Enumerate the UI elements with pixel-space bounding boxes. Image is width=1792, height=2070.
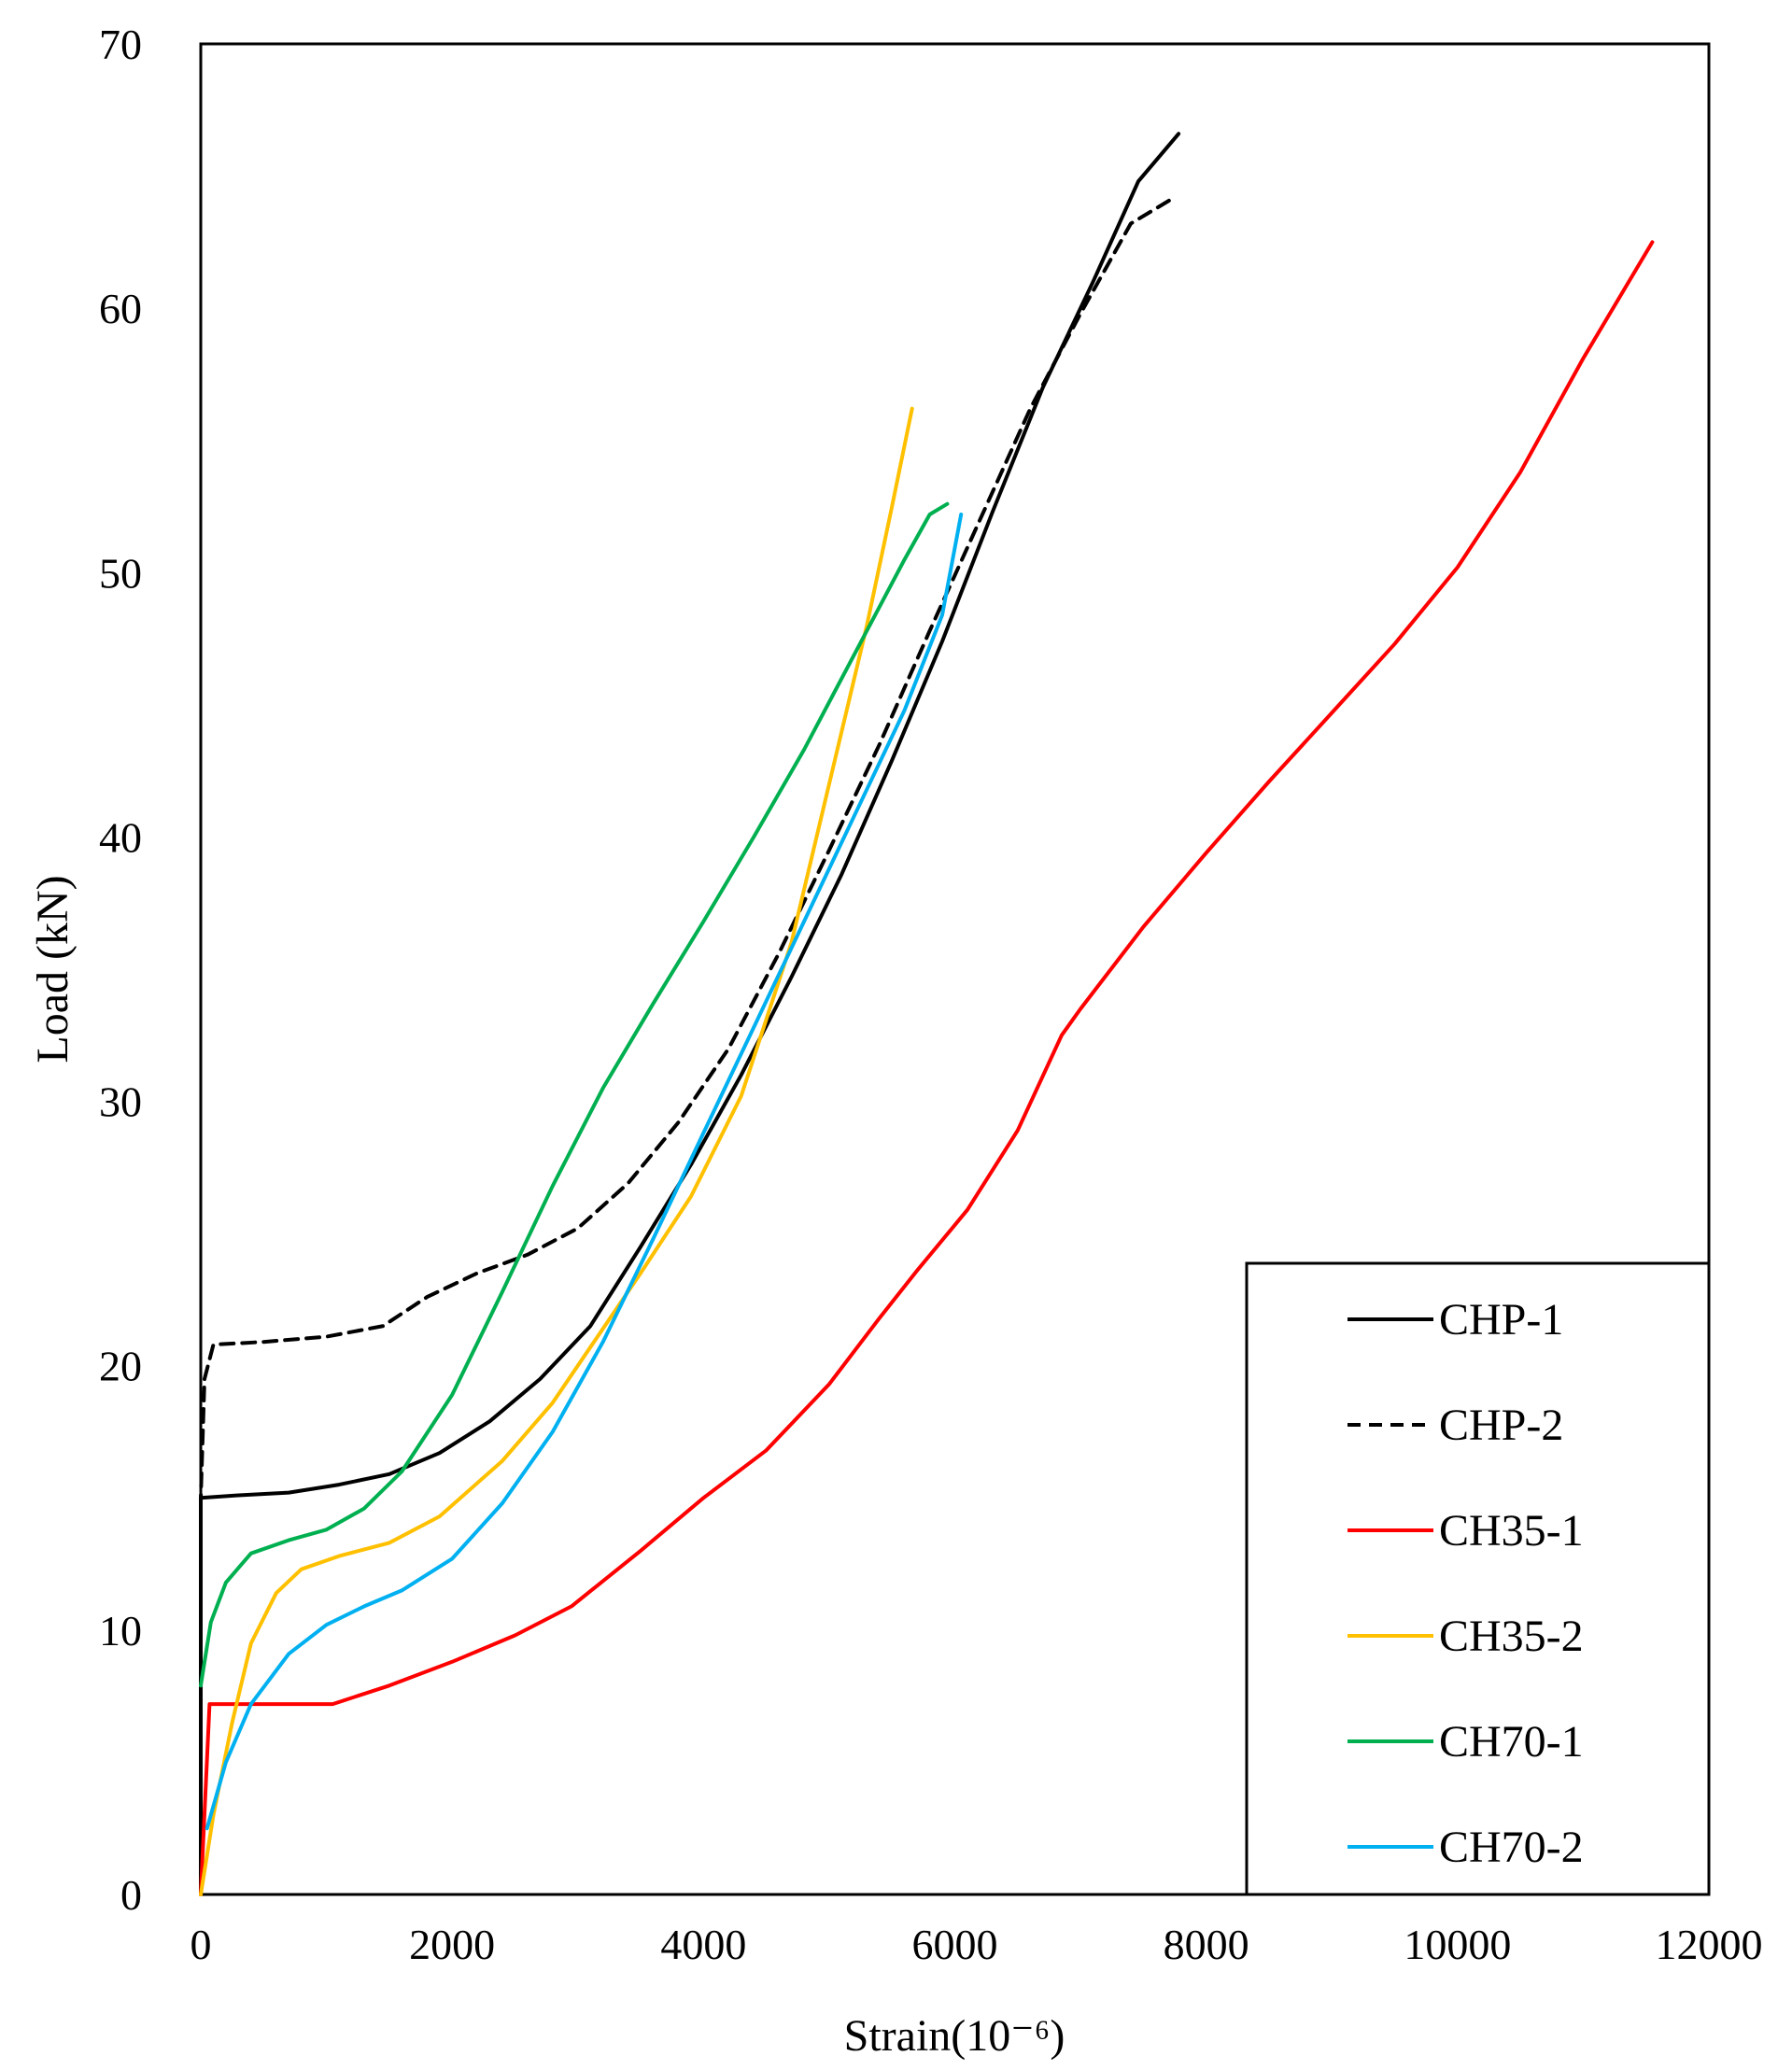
series-line-ch70-2: [205, 513, 964, 1831]
series-layer: [199, 132, 1655, 1896]
x-tick-label: 12000: [1656, 1921, 1763, 1968]
legend: CHP-1 CHP-2 CH35-1 CH35-2 CH70-1 CH70-2: [1245, 1261, 1711, 1896]
legend-box: [1245, 1261, 1711, 1896]
legend-label-ch35-2: CH35-2: [1439, 1612, 1584, 1661]
y-tick-label: 70: [99, 21, 142, 68]
series-line-chp-2: [199, 195, 1177, 1896]
series-line-chp-1: [199, 132, 1181, 1896]
x-axis-title: Strain(10⁻⁶): [844, 2011, 1065, 2061]
x-tick-label: 8000: [1164, 1921, 1249, 1968]
x-tick-label: 10000: [1404, 1921, 1511, 1968]
series-line-ch70-1: [199, 501, 950, 1688]
y-tick-label: 60: [99, 285, 142, 332]
y-axis-ticks: 0 10 20 30 40 50 60 70: [99, 21, 142, 1919]
y-tick-label: 40: [99, 813, 142, 861]
y-tick-label: 0: [120, 1871, 142, 1919]
x-axis-ticks: 0 2000 4000 6000 8000 10000 12000: [190, 1921, 1763, 1968]
series-line-ch35-2: [199, 406, 914, 1896]
y-tick-label: 20: [99, 1343, 142, 1390]
x-tick-label: 0: [190, 1921, 212, 1968]
y-tick-label: 30: [99, 1078, 142, 1126]
legend-label-ch70-1: CH70-1: [1439, 1717, 1584, 1767]
y-tick-label: 10: [99, 1607, 142, 1655]
x-tick-label: 4000: [660, 1921, 746, 1968]
plot-area-frame: [199, 42, 1711, 1896]
legend-label-chp-2: CHP-2: [1439, 1401, 1563, 1450]
legend-label-ch35-1: CH35-1: [1439, 1506, 1584, 1556]
legend-label-chp-1: CHP-1: [1439, 1295, 1563, 1345]
x-tick-label: 2000: [409, 1921, 495, 1968]
legend-label-ch70-2: CH70-2: [1439, 1823, 1584, 1872]
y-tick-label: 50: [99, 549, 142, 597]
x-tick-label: 6000: [912, 1921, 998, 1968]
y-axis-title: Load (kN): [28, 875, 78, 1063]
series-line-ch35-1: [199, 240, 1655, 1896]
